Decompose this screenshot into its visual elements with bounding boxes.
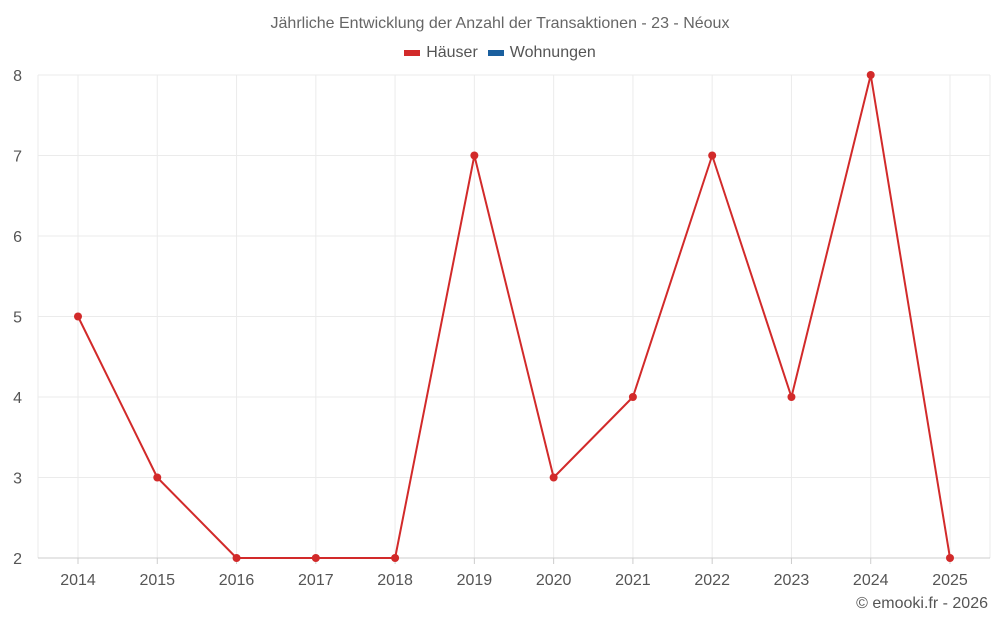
y-tick-label: 8 [13,68,22,85]
data-point [628,393,637,401]
chart-title: Jährliche Entwicklung der Anzahl der Tra… [270,15,730,32]
data-point [232,554,241,562]
legend-swatch-haeuser [404,50,421,56]
data-point [787,393,796,401]
y-tick-label: 2 [13,551,22,568]
data-point [311,554,320,562]
data-point [866,71,875,79]
x-tick-label: 2015 [139,572,175,589]
legend-label-wohnungen: Wohnungen [509,44,596,61]
y-tick-label: 3 [13,471,22,488]
data-point [946,554,954,562]
x-tick-label: 2023 [774,572,810,589]
data-point [74,312,82,321]
y-tick-label: 4 [13,390,22,407]
series-line-0 [77,74,951,559]
x-tick-label: 2022 [694,572,730,589]
data-point [549,473,558,482]
legend-item-haeuser[interactable]: Häuser [404,44,478,62]
y-tick-label: 5 [13,310,22,327]
x-tick-label: 2018 [377,572,413,589]
x-tick-label: 2020 [536,572,572,589]
data-point [391,554,400,562]
credit-text: © emooki.fr - 2026 [856,595,988,612]
legend-item-wohnungen[interactable]: Wohnungen [487,44,596,62]
x-tick-label: 2021 [615,572,651,589]
y-tick-label: 7 [13,149,22,166]
y-tick-label: 6 [13,229,22,246]
data-point [153,473,162,482]
data-point [470,151,479,160]
data-point [708,151,717,160]
x-tick-label: 2019 [457,572,493,589]
legend: Häuser Wohnungen [0,44,1000,62]
x-tick-label: 2024 [853,572,889,589]
x-tick-label: 2025 [932,572,968,589]
x-tick-label: 2014 [60,572,96,589]
x-tick-label: 2017 [298,572,334,589]
legend-label-haeuser: Häuser [426,44,478,61]
x-tick-label: 2016 [219,572,255,589]
legend-swatch-wohnungen [487,50,504,56]
